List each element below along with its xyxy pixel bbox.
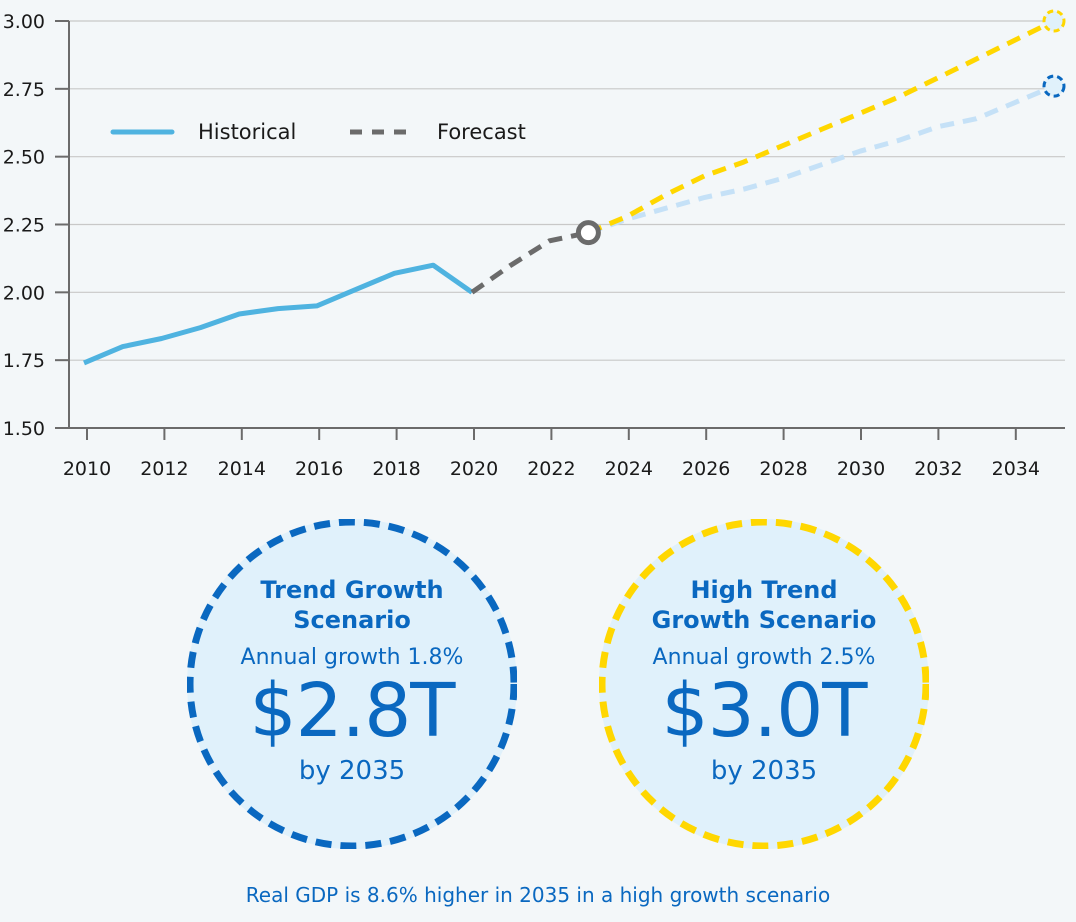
series-high-trend-growth-scenario — [587, 18, 1056, 235]
trend-growth: Annual growth 1.8% — [240, 645, 464, 670]
x-tick-label: 2016 — [295, 458, 343, 480]
y-tick-label: 2.00 — [3, 282, 45, 304]
legend-historical-label: Historical — [198, 120, 296, 144]
gridlines — [69, 20, 1065, 361]
y-tick-label: 2.50 — [3, 147, 45, 169]
y-tick-label: 3.00 — [3, 11, 45, 33]
gdp-line-chart: 1.501.752.002.252.502.753.00 2010 2012 201… — [3, 9, 1066, 480]
high-growth: Annual growth 2.5% — [652, 645, 876, 670]
x-tick-label: 2030 — [837, 458, 885, 480]
x-tick-label: 2024 — [605, 458, 653, 480]
trend-title: Trend Growth Scenario — [260, 576, 444, 634]
x-tick-label: 2012 — [140, 458, 188, 480]
y-tick-label: 1.50 — [3, 418, 45, 440]
high-value: $3.0T — [661, 668, 868, 754]
trend-by-year: by 2035 — [298, 756, 406, 786]
series-trend-growth-scenario — [587, 83, 1055, 235]
x-tick-label: 2018 — [372, 458, 420, 480]
series-historical — [83, 262, 474, 366]
high-ring — [599, 519, 929, 849]
x-tick-label: 2010 — [63, 458, 111, 480]
high-title: High Trend Growth Scenario — [651, 576, 877, 634]
series-lines — [83, 18, 1056, 366]
high-scenario-card: High Trend Growth Scenario Annual growth… — [599, 519, 929, 849]
series-forecast — [470, 230, 589, 295]
trend-ring — [187, 519, 517, 849]
y-tick-label: 2.25 — [3, 215, 45, 237]
legend: Historical Forecast — [110, 120, 526, 144]
forecast-start-marker — [575, 220, 601, 246]
x-tick-label: 2022 — [527, 458, 575, 480]
markers — [575, 9, 1066, 246]
x-tick-label: 2026 — [682, 458, 730, 480]
y-tick-label: 1.75 — [3, 350, 45, 372]
x-tick-label: 2020 — [450, 458, 498, 480]
high-by-year: by 2035 — [710, 756, 818, 786]
x-axis-ticks: 2010 2012 2014 2016 2018 2020 2022 2024 2026 2028… — [63, 428, 1040, 480]
x-tick-label: 2028 — [759, 458, 807, 480]
x-tick-label: 2034 — [992, 458, 1040, 480]
trend-value: $2.8T — [249, 668, 456, 754]
footnote: Real GDP is 8.6% higher in 2035 in a hig… — [245, 883, 831, 907]
y-tick-label: 2.75 — [3, 79, 45, 101]
legend-forecast-label: Forecast — [437, 120, 526, 144]
trend-scenario-card: Trend Growth Scenario Annual growth 1.8%… — [187, 519, 517, 849]
high-end-marker — [1042, 9, 1066, 33]
x-tick-label: 2032 — [914, 458, 962, 480]
x-tick-label: 2014 — [218, 458, 266, 480]
y-axis-ticks: 1.50 1.75 2.00 2.25 2.50 2.75 3.00 — [3, 11, 69, 440]
trend-end-marker — [1042, 74, 1066, 98]
